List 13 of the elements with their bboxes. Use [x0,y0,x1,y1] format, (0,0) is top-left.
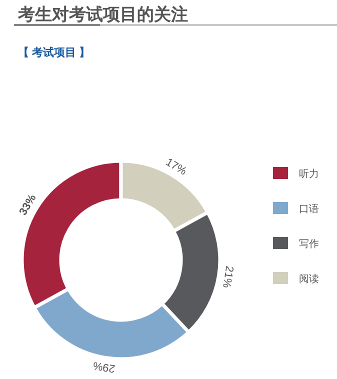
legend-label: 口语 [299,203,319,215]
data-label: 21% [220,265,236,289]
title: 考生对考试项目的关注 [18,5,188,24]
legend-item: 阅读 [273,272,319,285]
legend-label: 阅读 [299,273,319,285]
legend-label: 听力 [299,168,319,180]
legend-item: 听力 [273,167,319,180]
data-label: 17% [163,156,188,178]
legend-item: 写作 [273,237,319,250]
subtitle: 【 考试项目 】 [18,47,90,59]
legend-item: 口语 [273,202,319,215]
data-label: 29% [92,359,116,374]
legend-label: 写作 [299,239,319,250]
